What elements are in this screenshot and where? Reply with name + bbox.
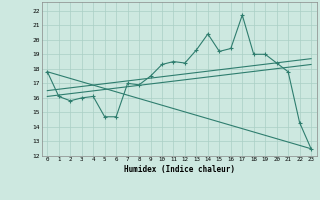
X-axis label: Humidex (Indice chaleur): Humidex (Indice chaleur) [124,165,235,174]
